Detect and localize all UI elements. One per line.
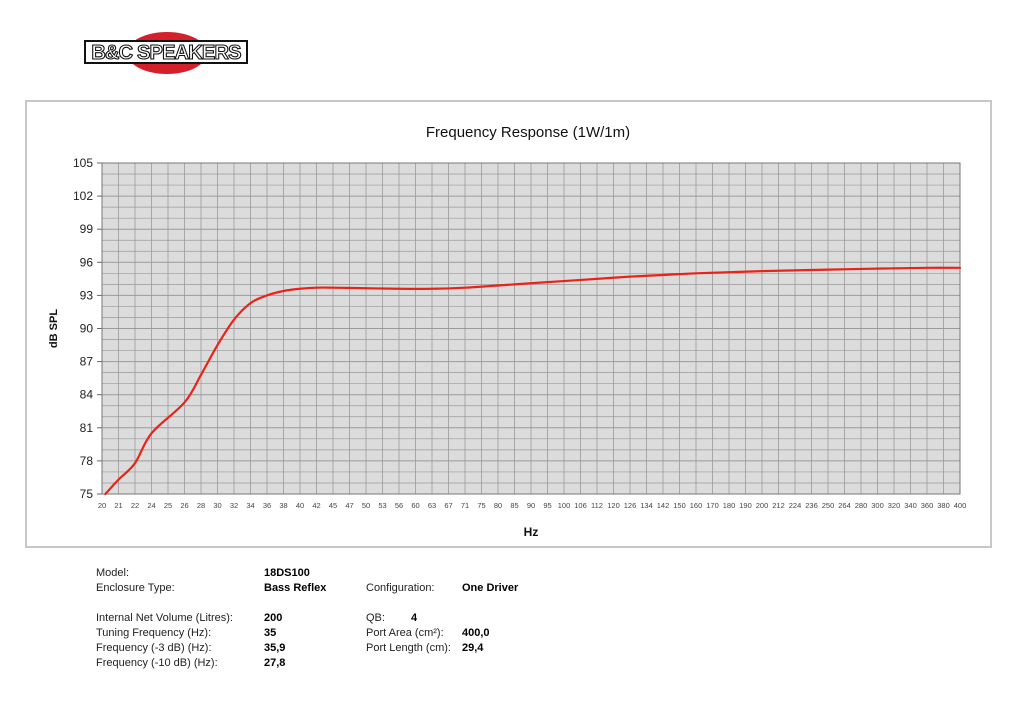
x-tick-label: 150 <box>673 501 686 510</box>
response-curve <box>104 266 962 496</box>
f3-label: Frequency (-3 dB) (Hz): <box>96 642 212 654</box>
y-tick-label: 102 <box>73 189 93 203</box>
x-tick-label: 85 <box>510 501 518 510</box>
y-tick-label: 84 <box>80 388 94 402</box>
x-tick-label: 212 <box>772 501 785 510</box>
plot-border <box>101 162 961 495</box>
x-tick-label: 300 <box>871 501 884 510</box>
volume-value: 200 <box>264 612 283 624</box>
y-tick-label: 96 <box>80 255 94 269</box>
x-tick-label: 126 <box>624 501 637 510</box>
port-area-label: Port Area (cm²): <box>366 627 444 639</box>
x-tick-label: 22 <box>131 501 139 510</box>
logo-text: B&C SPEAKERS <box>91 42 241 64</box>
x-tick-label: 360 <box>921 501 934 510</box>
f10-label: Frequency (-10 dB) (Hz): <box>96 657 218 669</box>
brand-logo: B&C SPEAKERS <box>84 32 248 74</box>
chart-title: Frequency Response (1W/1m) <box>426 124 630 141</box>
x-tick-label: 80 <box>494 501 502 510</box>
y-tick-label: 99 <box>80 222 94 236</box>
x-tick-label: 47 <box>345 501 353 510</box>
x-tick-label: 380 <box>937 501 950 510</box>
x-tick-label: 90 <box>527 501 535 510</box>
tuning-label: Tuning Frequency (Hz): <box>96 627 212 639</box>
x-tick-label: 280 <box>855 501 868 510</box>
y-tick-label: 105 <box>73 156 93 170</box>
y-tick-label: 90 <box>80 322 94 336</box>
x-tick-label: 160 <box>690 501 703 510</box>
x-tick-label: 28 <box>197 501 205 510</box>
x-tick-label: 53 <box>378 501 386 510</box>
qb-label: QB: <box>366 612 385 624</box>
x-tick-label: 67 <box>444 501 452 510</box>
model-value: 18DS100 <box>264 567 310 579</box>
x-tick-label: 60 <box>411 501 419 510</box>
model-label: Model: <box>96 567 130 579</box>
configuration-label: Configuration: <box>366 582 435 594</box>
x-tick-label: 250 <box>822 501 835 510</box>
x-tick-label: 36 <box>263 501 271 510</box>
chart-panel: 75 78 81 84 87 90 93 96 99 102 105 20 21 22 24 25 26 28 30… <box>25 100 992 548</box>
x-tick-label: 95 <box>543 501 551 510</box>
x-tick-label: 26 <box>180 501 188 510</box>
x-tick-label: 40 <box>296 501 304 510</box>
x-tick-label: 63 <box>428 501 436 510</box>
port-area-value: 400,0 <box>462 627 490 639</box>
enclosure-value: Bass Reflex <box>264 582 327 594</box>
x-tick-label: 200 <box>756 501 769 510</box>
x-tick-label: 106 <box>574 501 587 510</box>
x-tick-label: 21 <box>114 501 122 510</box>
x-tick-label: 120 <box>607 501 620 510</box>
x-tick-label: 170 <box>706 501 719 510</box>
x-tick-label: 264 <box>838 501 851 510</box>
x-tick-label: 340 <box>904 501 917 510</box>
y-tick-label: 75 <box>80 487 94 501</box>
x-tick-label: 112 <box>591 501 603 510</box>
x-tick-label: 224 <box>789 501 802 510</box>
x-tick-label: 142 <box>657 501 670 510</box>
x-tick-label: 134 <box>640 501 653 510</box>
x-tick-label: 236 <box>805 501 818 510</box>
x-tick-label: 20 <box>98 501 106 510</box>
f10-value: 27,8 <box>264 657 286 669</box>
x-tick-label: 320 <box>888 501 901 510</box>
y-tick-label: 81 <box>80 421 94 435</box>
x-tick-label: 25 <box>164 501 172 510</box>
volume-label: Internal Net Volume (Litres): <box>96 612 233 624</box>
x-tick-label: 400 <box>954 501 967 510</box>
x-tick-label: 38 <box>279 501 287 510</box>
x-tick-label: 42 <box>312 501 320 510</box>
y-tick-label: 93 <box>80 288 94 302</box>
x-tick-label: 56 <box>395 501 403 510</box>
x-tick-label: 75 <box>477 501 485 510</box>
x-tick-label: 24 <box>147 501 155 510</box>
qb-value: 4 <box>411 612 418 624</box>
x-tick-label: 100 <box>558 501 571 510</box>
x-tick-label: 45 <box>329 501 337 510</box>
configuration-value: One Driver <box>462 582 519 594</box>
x-tick-label: 34 <box>246 501 254 510</box>
logo-frame <box>84 40 248 64</box>
x-tick-label: 71 <box>461 501 469 510</box>
y-axis-label: dB SPL <box>48 309 60 348</box>
x-tick-label: 32 <box>230 501 238 510</box>
port-length-label: Port Length (cm): <box>366 642 451 654</box>
x-tick-label: 30 <box>213 501 221 510</box>
x-tick-label: 180 <box>723 501 736 510</box>
y-tick-label: 87 <box>80 355 94 369</box>
y-tick-label: 78 <box>80 454 94 468</box>
x-tick-label: 190 <box>739 501 752 510</box>
port-length-value: 29,4 <box>462 642 484 654</box>
x-axis-label: Hz <box>524 525 539 539</box>
tuning-value: 35 <box>264 627 277 639</box>
f3-value: 35,9 <box>264 642 286 654</box>
x-tick-label: 50 <box>362 501 370 510</box>
enclosure-label: Enclosure Type: <box>96 582 175 594</box>
